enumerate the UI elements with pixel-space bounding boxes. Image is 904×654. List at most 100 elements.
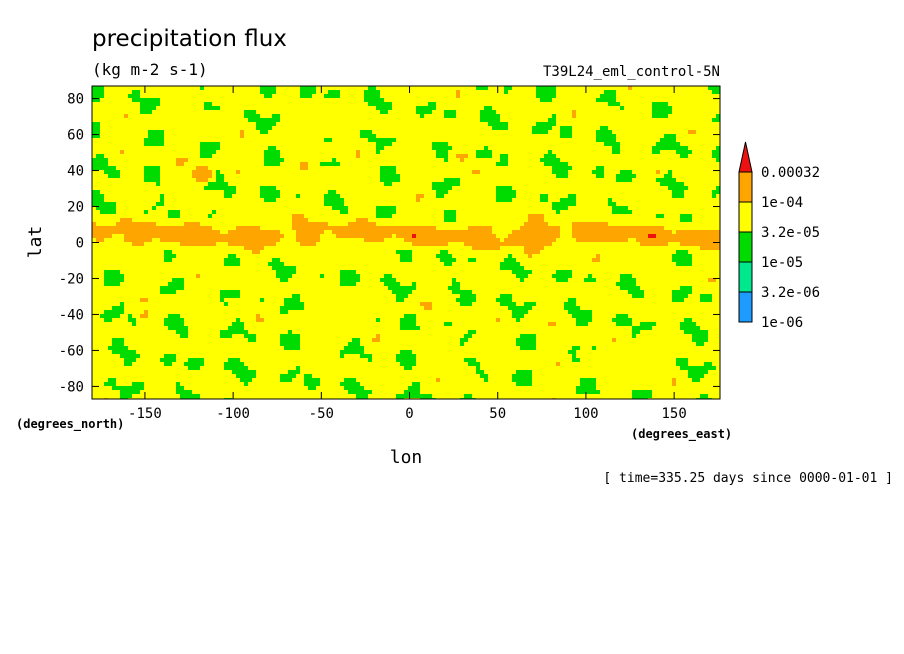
field-cell xyxy=(132,138,137,143)
field-cell xyxy=(300,394,305,399)
field-cell xyxy=(204,90,209,95)
field-cell xyxy=(116,302,121,307)
field-cell xyxy=(264,178,269,183)
field-cell xyxy=(252,214,257,219)
field-cell xyxy=(172,206,177,211)
field-cell xyxy=(316,246,321,251)
field-cell xyxy=(180,262,185,267)
field-cell xyxy=(228,346,233,351)
field-cell xyxy=(232,218,237,223)
field-cell xyxy=(256,374,261,379)
field-cell xyxy=(272,282,277,287)
field-cell xyxy=(92,266,97,271)
field-cell xyxy=(312,382,317,387)
field-cell xyxy=(192,122,197,127)
field-cell xyxy=(128,214,133,219)
field-cell xyxy=(148,230,153,235)
field-cell xyxy=(144,126,149,131)
field-cell xyxy=(316,106,321,111)
field-cell xyxy=(172,282,177,287)
field-cell xyxy=(224,126,229,131)
field-cell xyxy=(184,350,189,355)
field-cell xyxy=(296,330,301,335)
field-cell xyxy=(224,278,229,283)
field-cell xyxy=(272,102,277,107)
field-cell xyxy=(120,142,125,147)
field-cell xyxy=(288,210,293,215)
field-cell xyxy=(160,306,165,311)
field-cell xyxy=(204,362,209,367)
field-cell xyxy=(320,118,325,123)
field-cell xyxy=(104,190,109,195)
field-cell xyxy=(272,290,277,295)
field-cell xyxy=(312,226,317,231)
field-cell xyxy=(128,90,133,95)
field-cell xyxy=(212,178,217,183)
field-cell xyxy=(228,262,233,267)
field-cell xyxy=(136,166,141,171)
field-cell xyxy=(208,250,213,255)
field-cell xyxy=(212,250,217,255)
field-cell xyxy=(288,330,293,335)
field-cell xyxy=(284,162,289,167)
field-cell xyxy=(328,142,333,147)
field-cell xyxy=(260,278,265,283)
field-cell xyxy=(312,298,317,303)
field-cell xyxy=(220,378,225,383)
field-cell xyxy=(96,246,101,251)
field-cell xyxy=(100,370,105,375)
field-cell xyxy=(332,250,337,255)
field-cell xyxy=(120,206,125,211)
field-cell xyxy=(316,386,321,391)
field-cell xyxy=(172,270,177,275)
field-cell xyxy=(292,362,297,367)
field-cell xyxy=(260,258,265,263)
field-cell xyxy=(100,390,105,395)
field-cell xyxy=(144,182,149,187)
field-cell xyxy=(176,170,181,175)
field-cell xyxy=(296,266,301,271)
field-cell xyxy=(184,146,189,151)
field-cell xyxy=(308,238,313,243)
field-cell xyxy=(208,186,213,191)
field-cell xyxy=(296,382,301,387)
field-cell xyxy=(268,234,273,239)
field-cell xyxy=(244,366,249,371)
field-cell xyxy=(336,190,341,195)
field-cell xyxy=(328,354,333,359)
field-cell xyxy=(196,226,201,231)
field-cell xyxy=(268,118,273,123)
field-cell xyxy=(220,226,225,231)
field-cell xyxy=(208,306,213,311)
field-cell xyxy=(308,146,313,151)
field-cell xyxy=(120,214,125,219)
field-cell xyxy=(224,242,229,247)
field-cell xyxy=(316,366,321,371)
field-cell xyxy=(224,334,229,339)
field-cell xyxy=(304,166,309,171)
field-cell xyxy=(164,182,169,187)
field-cell xyxy=(256,334,261,339)
field-cell xyxy=(232,354,237,359)
field-cell xyxy=(180,150,185,155)
field-cell xyxy=(328,290,333,295)
field-cell xyxy=(272,338,277,343)
field-cell xyxy=(288,162,293,167)
field-cell xyxy=(336,242,341,247)
field-cell xyxy=(256,210,261,215)
field-cell xyxy=(144,370,149,375)
field-cell xyxy=(320,382,325,387)
field-cell xyxy=(288,166,293,171)
field-cell xyxy=(284,158,289,163)
field-cell xyxy=(164,314,169,319)
field-cell xyxy=(148,118,153,123)
field-cell xyxy=(312,278,317,283)
field-cell xyxy=(340,238,345,243)
field-cell xyxy=(92,110,97,115)
field-cell xyxy=(248,202,253,207)
field-cell xyxy=(248,250,253,255)
field-cell xyxy=(172,162,177,167)
field-cell xyxy=(272,262,277,267)
field-cell xyxy=(212,174,217,179)
field-cell xyxy=(104,342,109,347)
